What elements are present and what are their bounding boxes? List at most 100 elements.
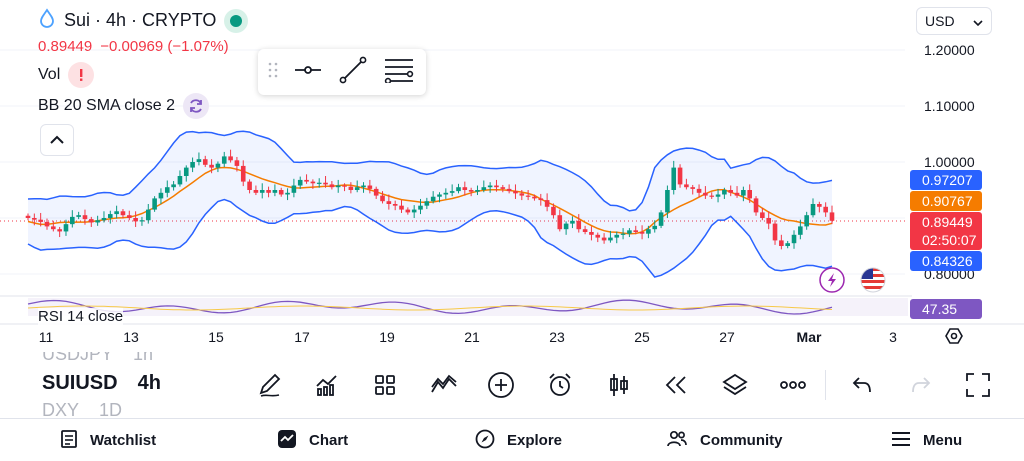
candle-body bbox=[63, 224, 69, 232]
candle-body bbox=[595, 234, 601, 238]
candle-body bbox=[101, 218, 107, 221]
candle-body bbox=[278, 190, 284, 195]
grid bbox=[0, 49, 905, 275]
indicators-icon[interactable] bbox=[310, 368, 344, 402]
chart-toolbar: USDJPY 1h SUIUSD 4h DXY 1D bbox=[0, 352, 1024, 418]
symbol-switcher[interactable]: USDJPY 1h SUIUSD 4h DXY 1D bbox=[42, 352, 192, 418]
redo-icon[interactable] bbox=[904, 368, 938, 402]
candle-body bbox=[247, 181, 252, 190]
candle-body bbox=[215, 163, 221, 168]
candle-body bbox=[684, 184, 689, 188]
candle-body bbox=[25, 215, 31, 218]
candle-body bbox=[487, 185, 493, 188]
fullscreen-icon[interactable] bbox=[961, 368, 995, 402]
drawing-toolbar[interactable] bbox=[258, 49, 426, 95]
candle-body bbox=[639, 232, 645, 234]
rsi-ma-line bbox=[27, 305, 833, 311]
tab-label: Explore bbox=[507, 432, 563, 449]
collapse-legend-button[interactable] bbox=[40, 124, 74, 156]
bottom-navigation: Watchlist Chart Explore Community Menu bbox=[0, 418, 1024, 461]
market-open-icon bbox=[224, 8, 249, 33]
bb-lower-tag: 0.84326 bbox=[910, 251, 982, 271]
refresh-icon[interactable] bbox=[182, 93, 209, 119]
candle-body bbox=[671, 167, 677, 190]
last-price-tag-value: 0.89449 bbox=[922, 214, 973, 230]
lightning-icon[interactable] bbox=[819, 267, 845, 293]
us-flag-icon[interactable] bbox=[860, 267, 886, 293]
price-axis[interactable]: 1.20000 1.10000 1.00000 0.80000 bbox=[924, 42, 975, 282]
symbol-legend[interactable]: Sui · 4h · CRYPTO bbox=[38, 8, 249, 33]
time-tick: 21 bbox=[464, 329, 480, 345]
time-tick: 17 bbox=[294, 329, 310, 345]
candle-body bbox=[354, 187, 360, 190]
candle-body bbox=[418, 205, 423, 210]
candle-body bbox=[652, 225, 658, 230]
tab-community[interactable]: Community bbox=[666, 419, 783, 461]
candle-body bbox=[221, 156, 227, 164]
candle-body bbox=[633, 230, 639, 232]
undo-icon[interactable] bbox=[845, 368, 879, 402]
fib-levels-icon[interactable] bbox=[384, 57, 414, 88]
bb-lower-line bbox=[27, 198, 833, 278]
tab-explore[interactable]: Explore bbox=[475, 419, 562, 461]
candle-body bbox=[475, 190, 480, 192]
bb-legend[interactable]: BB 20 SMA close 2 bbox=[38, 93, 209, 119]
layouts-icon[interactable] bbox=[368, 368, 402, 402]
volume-legend[interactable]: Vol bbox=[38, 62, 95, 88]
candle-body bbox=[95, 220, 100, 223]
add-icon[interactable] bbox=[484, 368, 518, 402]
candle-body bbox=[589, 232, 594, 235]
candle-body bbox=[139, 220, 145, 222]
candle-style-icon[interactable] bbox=[602, 368, 636, 402]
candle-body bbox=[253, 190, 259, 193]
candle-body bbox=[620, 233, 626, 235]
candle-body bbox=[728, 190, 734, 193]
candle-body bbox=[51, 226, 56, 230]
axis-settings-icon[interactable] bbox=[945, 328, 963, 344]
tab-watchlist[interactable]: Watchlist bbox=[60, 419, 156, 461]
current-symbol[interactable]: SUIUSD 4h bbox=[42, 372, 161, 395]
rsi-legend[interactable]: RSI 14 close bbox=[38, 308, 124, 325]
alert-icon[interactable] bbox=[543, 368, 577, 402]
price-chart[interactable]: 11 13 15 17 19 21 23 25 27 Mar 3 1.20000 1.10000 1… bbox=[0, 0, 1024, 352]
candle-body bbox=[373, 188, 379, 196]
candle-body bbox=[677, 167, 683, 185]
chart-icon bbox=[277, 429, 297, 453]
layers-icon[interactable] bbox=[718, 368, 752, 402]
toolbar-divider bbox=[825, 370, 826, 400]
candle-body bbox=[114, 211, 119, 215]
candle-body bbox=[709, 195, 715, 197]
symbol-name: SUIUSD bbox=[42, 372, 118, 394]
time-tick: 15 bbox=[208, 329, 224, 345]
time-axis[interactable]: 11 13 15 17 19 21 23 25 27 Mar 3 bbox=[39, 329, 897, 345]
drawings-icon[interactable] bbox=[427, 368, 461, 402]
trend-line-icon[interactable] bbox=[338, 55, 368, 90]
pen-icon[interactable] bbox=[253, 368, 287, 402]
tab-menu[interactable]: Menu bbox=[891, 419, 962, 461]
drag-handle-icon[interactable] bbox=[268, 61, 278, 84]
candle-body bbox=[107, 214, 113, 218]
candle-body bbox=[145, 209, 151, 221]
horizontal-ray-icon[interactable] bbox=[294, 60, 322, 85]
candle-body bbox=[171, 184, 176, 188]
time-tick: 13 bbox=[123, 329, 139, 345]
candle-body bbox=[361, 185, 366, 188]
candle-body bbox=[646, 229, 651, 234]
replay-icon[interactable] bbox=[659, 368, 693, 402]
tab-chart[interactable]: Chart bbox=[277, 419, 348, 461]
more-icon[interactable] bbox=[776, 368, 810, 402]
candle-body bbox=[272, 190, 278, 193]
next-symbol[interactable]: DXY 1D bbox=[42, 400, 122, 418]
bb-basis-line bbox=[27, 166, 833, 235]
candle-body bbox=[690, 187, 696, 189]
candle-body bbox=[544, 200, 550, 207]
candle-body bbox=[89, 219, 94, 223]
time-tick: Mar bbox=[797, 329, 822, 345]
currency-select[interactable]: USD bbox=[916, 7, 992, 35]
rsi-value-tag: 47.35 bbox=[910, 299, 982, 319]
previous-symbol[interactable]: USDJPY 1h bbox=[42, 352, 153, 365]
symbol-interval: 4h bbox=[137, 372, 161, 394]
candle-body bbox=[791, 234, 797, 244]
chart-pane[interactable]: 11 13 15 17 19 21 23 25 27 Mar 3 1.20000 1.10000 1… bbox=[0, 0, 1024, 352]
warning-icon[interactable] bbox=[68, 62, 95, 88]
